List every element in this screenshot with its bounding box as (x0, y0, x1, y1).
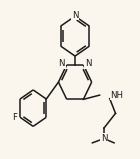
Text: N: N (85, 59, 92, 68)
Text: N: N (59, 59, 65, 68)
Text: F: F (12, 113, 17, 122)
Text: N: N (101, 134, 107, 143)
Text: NH: NH (110, 91, 123, 100)
Text: N: N (72, 11, 78, 20)
